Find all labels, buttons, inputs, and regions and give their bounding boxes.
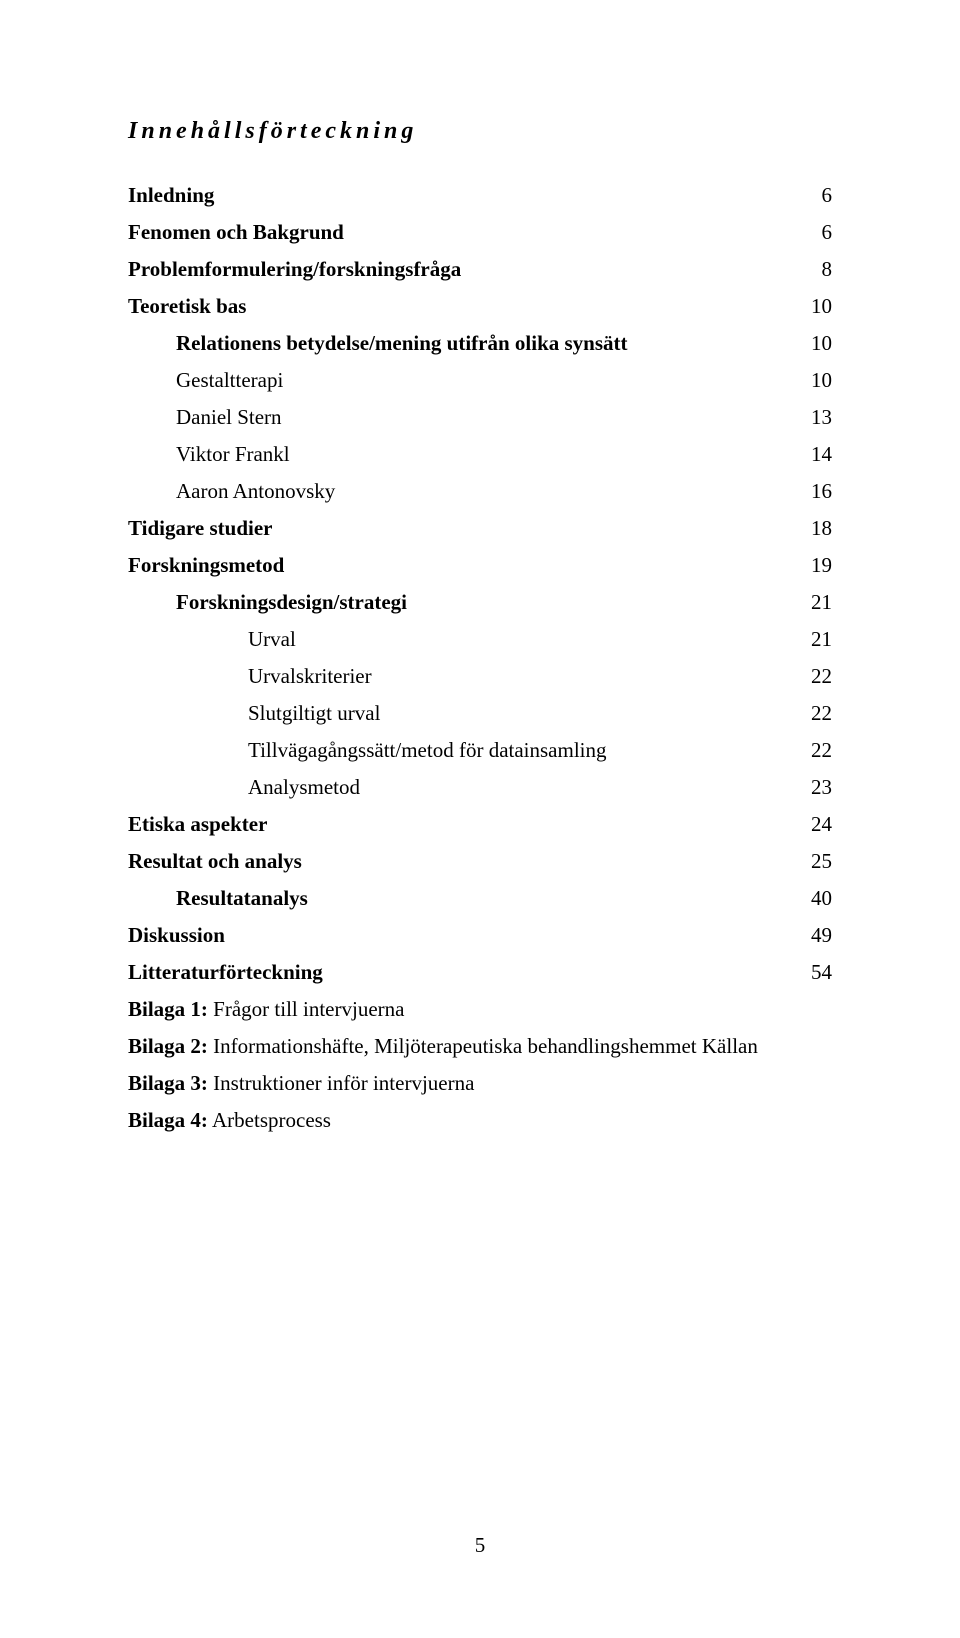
- toc-row: Fenomen och Bakgrund 6: [128, 222, 832, 243]
- toc-label: Problemformulering/forskningsfråga: [128, 259, 790, 280]
- toc-row: Tidigare studier 18: [128, 518, 832, 539]
- toc-page: 21: [790, 629, 832, 650]
- toc-page: 49: [790, 925, 832, 946]
- toc-page: 23: [790, 777, 832, 798]
- toc-row: Forskningsmetod 19: [128, 555, 832, 576]
- toc-page: 14: [790, 444, 832, 465]
- toc-row: Urval 21: [128, 629, 832, 650]
- toc-label: Resultat och analys: [128, 851, 790, 872]
- toc-prefix: Bilaga 2:: [128, 1034, 208, 1058]
- toc-row: Slutgiltigt urval 22: [128, 703, 832, 724]
- toc-row: Forskningsdesign/strategi 21: [128, 592, 832, 613]
- toc-row: Aaron Antonovsky 16: [128, 481, 832, 502]
- toc-page: 25: [790, 851, 832, 872]
- toc-row: Problemformulering/forskningsfråga 8: [128, 259, 832, 280]
- toc-label: Tillvägagångssätt/metod för datainsamlin…: [128, 740, 790, 761]
- toc-page: 16: [790, 481, 832, 502]
- toc-row: Etiska aspekter 24: [128, 814, 832, 835]
- toc-label: Bilaga 3: Instruktioner inför intervjuer…: [128, 1073, 790, 1094]
- toc-label: Bilaga 2: Informationshäfte, Miljöterape…: [128, 1036, 790, 1057]
- toc-label: Aaron Antonovsky: [128, 481, 790, 502]
- toc-row: Bilaga 4: Arbetsprocess: [128, 1110, 832, 1131]
- table-of-contents: Inledning 6 Fenomen och Bakgrund 6 Probl…: [128, 185, 832, 1131]
- toc-label: Gestaltterapi: [128, 370, 790, 391]
- toc-page: 10: [790, 370, 832, 391]
- toc-page: 6: [790, 185, 832, 206]
- toc-page: 6: [790, 222, 832, 243]
- toc-row: Bilaga 2: Informationshäfte, Miljöterape…: [128, 1036, 832, 1057]
- toc-label: Relationens betydelse/mening utifrån oli…: [128, 333, 790, 354]
- toc-rest: Informationshäfte, Miljöterapeutiska beh…: [208, 1034, 758, 1058]
- toc-row: Resultatanalys 40: [128, 888, 832, 909]
- toc-row: Bilaga 1: Frågor till intervjuerna: [128, 999, 832, 1020]
- toc-label: Urvalskriterier: [128, 666, 790, 687]
- toc-page: 21: [790, 592, 832, 613]
- toc-label: Bilaga 1: Frågor till intervjuerna: [128, 999, 790, 1020]
- toc-row: Litteraturförteckning 54: [128, 962, 832, 983]
- toc-page: 40: [790, 888, 832, 909]
- toc-page: 13: [790, 407, 832, 428]
- toc-label: Slutgiltigt urval: [128, 703, 790, 724]
- toc-label: Inledning: [128, 185, 790, 206]
- toc-row: Viktor Frankl 14: [128, 444, 832, 465]
- toc-page: 54: [790, 962, 832, 983]
- toc-label: Diskussion: [128, 925, 790, 946]
- toc-rest: Instruktioner inför intervjuerna: [208, 1071, 475, 1095]
- toc-row: Gestaltterapi 10: [128, 370, 832, 391]
- toc-label: Forskningsmetod: [128, 555, 790, 576]
- toc-label: Urval: [128, 629, 790, 650]
- toc-row: Tillvägagångssätt/metod för datainsamlin…: [128, 740, 832, 761]
- toc-prefix: Bilaga 4:: [128, 1108, 208, 1132]
- page-title: Innehållsförteckning: [128, 118, 832, 145]
- toc-row: Daniel Stern 13: [128, 407, 832, 428]
- toc-row: Analysmetod 23: [128, 777, 832, 798]
- toc-label: Viktor Frankl: [128, 444, 790, 465]
- toc-row: Resultat och analys 25: [128, 851, 832, 872]
- toc-row: Urvalskriterier 22: [128, 666, 832, 687]
- toc-label: Resultatanalys: [128, 888, 790, 909]
- toc-row: Relationens betydelse/mening utifrån oli…: [128, 333, 832, 354]
- toc-label: Forskningsdesign/strategi: [128, 592, 790, 613]
- toc-label: Bilaga 4: Arbetsprocess: [128, 1110, 790, 1131]
- toc-page: 22: [790, 740, 832, 761]
- toc-page: 8: [790, 259, 832, 280]
- toc-page: 10: [790, 296, 832, 317]
- document-page: Innehållsförteckning Inledning 6 Fenomen…: [0, 0, 960, 1638]
- toc-rest: Frågor till intervjuerna: [208, 997, 405, 1021]
- toc-page: 10: [790, 333, 832, 354]
- toc-prefix: Bilaga 3:: [128, 1071, 208, 1095]
- toc-row: Inledning 6: [128, 185, 832, 206]
- toc-row: Teoretisk bas 10: [128, 296, 832, 317]
- toc-label: Etiska aspekter: [128, 814, 790, 835]
- toc-label: Daniel Stern: [128, 407, 790, 428]
- toc-label: Tidigare studier: [128, 518, 790, 539]
- toc-label: Fenomen och Bakgrund: [128, 222, 790, 243]
- toc-label: Analysmetod: [128, 777, 790, 798]
- toc-page: 24: [790, 814, 832, 835]
- page-number: 5: [0, 1533, 960, 1558]
- toc-page: 18: [790, 518, 832, 539]
- toc-prefix: Bilaga 1:: [128, 997, 208, 1021]
- toc-rest: Arbetsprocess: [208, 1108, 331, 1132]
- toc-label: Litteraturförteckning: [128, 962, 790, 983]
- toc-page: 19: [790, 555, 832, 576]
- toc-page: 22: [790, 666, 832, 687]
- toc-label: Teoretisk bas: [128, 296, 790, 317]
- toc-page: 22: [790, 703, 832, 724]
- toc-row: Diskussion 49: [128, 925, 832, 946]
- toc-row: Bilaga 3: Instruktioner inför intervjuer…: [128, 1073, 832, 1094]
